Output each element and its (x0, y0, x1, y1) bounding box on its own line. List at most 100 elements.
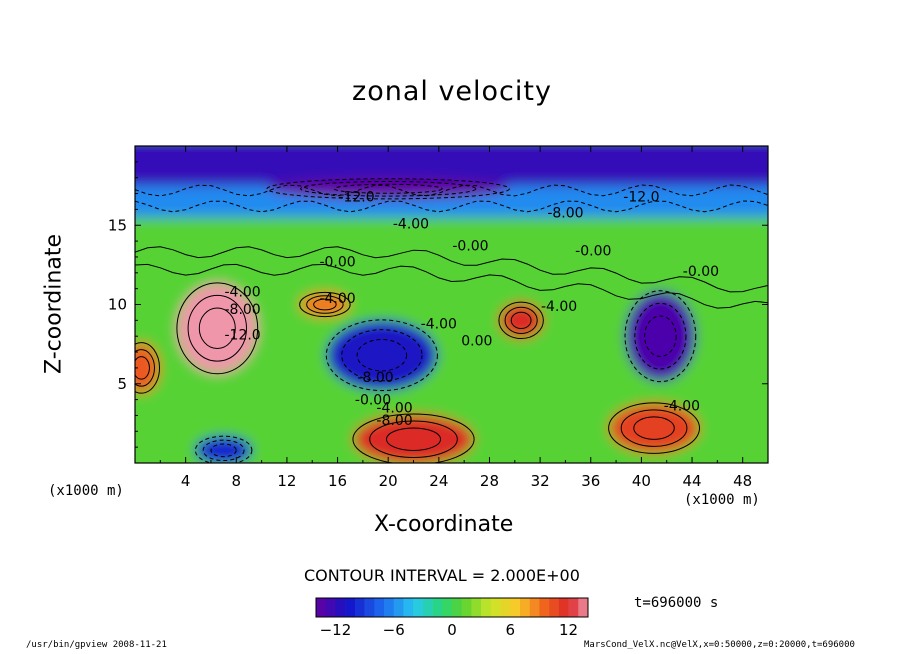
contour-line (608, 402, 701, 454)
footer-program-date: /usr/bin/gpview 2008-11-21 (26, 640, 167, 650)
x-tick-label: 8 (232, 472, 242, 490)
x-tick-label: 28 (480, 472, 499, 490)
contour-line (266, 178, 510, 200)
contour-label: -4.00 (421, 316, 457, 332)
contour-line (325, 319, 438, 392)
contour-label: -0.00 (355, 392, 391, 408)
contour-line (624, 290, 697, 383)
colorbar-swatch (549, 598, 560, 617)
contour-label: -12.0 (224, 327, 260, 343)
contour-label: -4.00 (393, 216, 429, 232)
contour-line (306, 295, 344, 314)
contour-label: -12.0 (623, 189, 659, 205)
colorbar-swatch (568, 598, 579, 617)
x-tick-label: 12 (277, 472, 296, 490)
colorbar-swatch (335, 598, 346, 617)
colorbar-tick-label: −6 (383, 621, 405, 639)
x-tick-label: 32 (531, 472, 550, 490)
x-axis-unit-right: (x1000 m) (684, 492, 760, 508)
contour-line (135, 342, 161, 394)
colorbar-swatch (403, 598, 414, 617)
contour-line (135, 356, 150, 380)
contour-label: -4.00 (541, 299, 577, 315)
contour-line (313, 298, 337, 311)
colorbar-swatch (539, 598, 550, 617)
colorbar-swatch (500, 598, 511, 617)
colorbar-swatch (558, 598, 569, 617)
contour-line (135, 184, 768, 197)
colorbar-swatch (413, 598, 424, 617)
contour-line (620, 409, 688, 447)
y-axis-label: Z-coordinate (41, 234, 67, 374)
x-tick-label: 16 (328, 472, 347, 490)
field-feature (353, 414, 474, 463)
colorbar-swatch (384, 598, 395, 617)
x-axis-label: X-coordinate (374, 512, 514, 537)
colorbar-swatch (432, 598, 443, 617)
contour-line (352, 413, 475, 463)
colorbar-swatch (325, 598, 336, 617)
colorbar-swatch (422, 598, 433, 617)
contour-line (210, 443, 237, 458)
y-tick-label: 5 (117, 375, 127, 393)
contour-line (135, 200, 768, 213)
contour-line (386, 427, 442, 451)
contour-label: 0.00 (461, 334, 492, 350)
colorbar-swatch (393, 598, 404, 617)
contour-label: -8.00 (224, 302, 260, 318)
colorbar-swatch (481, 598, 492, 617)
contour-line (300, 180, 477, 197)
field-feature (326, 320, 437, 391)
contour-line (369, 420, 458, 458)
chart-title: zonal velocity (352, 76, 552, 107)
colorbar-tick-label: 0 (447, 621, 457, 639)
contour-line (202, 439, 245, 462)
contour-line (333, 183, 443, 194)
contour-label: -0.00 (319, 254, 355, 270)
colorbar-swatch (490, 598, 501, 617)
contour-label: -4.00 (319, 291, 355, 307)
colorbar-frame (315, 597, 589, 618)
y-tick-label: 15 (108, 216, 127, 234)
contour-label: -8.00 (547, 205, 583, 221)
contour-line (504, 306, 538, 334)
colorbar-tick-label: 12 (559, 621, 578, 639)
contour-label: -0.00 (575, 243, 611, 259)
x-tick-label: 4 (181, 472, 191, 490)
colorbar-tick-label: −12 (320, 621, 352, 639)
colorbar-swatch (510, 598, 521, 617)
contour-label: -0.00 (683, 264, 719, 280)
colorbar-swatch (471, 598, 482, 617)
contour-label: -8.00 (357, 370, 393, 386)
contour-label: -4.00 (224, 285, 260, 301)
contour-line (633, 416, 675, 440)
contour-label: -0.00 (452, 239, 488, 255)
x-tick-label: 36 (581, 472, 600, 490)
footer-source: MarsCond_VelX.nc@VelX,x=0:50000,z=0:2000… (584, 640, 855, 650)
x-tick-label: 40 (632, 472, 651, 490)
contour-line (194, 435, 253, 463)
contour-label: -4.00 (664, 399, 700, 415)
field-feature (625, 291, 696, 382)
colorbar-swatch (578, 598, 589, 617)
contour-line (198, 307, 236, 350)
x-tick-label: 20 (379, 472, 398, 490)
x-tick-label: 48 (733, 472, 752, 490)
field-feature (135, 342, 160, 393)
contour-line (135, 246, 768, 293)
contour-line (176, 282, 259, 375)
contour-line (187, 294, 247, 362)
colorbar-swatch (452, 598, 463, 617)
x-axis-unit-left: (x1000 m) (48, 483, 124, 499)
field-feature (609, 403, 700, 454)
time-label: t=696000 s (634, 595, 719, 611)
colorbar-swatch (520, 598, 531, 617)
contour-line (341, 329, 423, 382)
colorbar-swatch (354, 598, 365, 617)
contour-label: -8.00 (376, 413, 412, 429)
contour-line (356, 338, 408, 372)
colorbar-swatch (316, 598, 327, 617)
x-tick-label: 44 (682, 472, 701, 490)
colorbar-swatch (461, 598, 472, 617)
